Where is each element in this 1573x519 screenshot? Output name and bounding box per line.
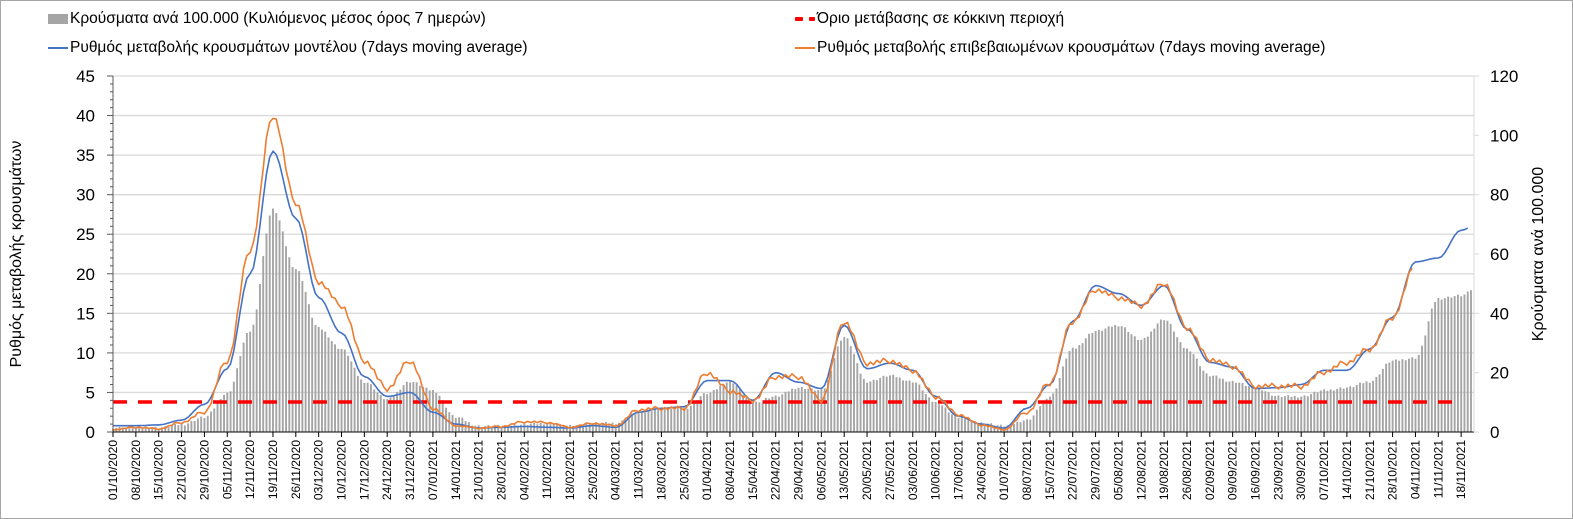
- svg-text:24/06/2021: 24/06/2021: [974, 440, 988, 500]
- svg-text:14/10/2021: 14/10/2021: [1340, 440, 1354, 500]
- svg-text:01/07/2021: 01/07/2021: [997, 440, 1011, 500]
- svg-text:21/10/2021: 21/10/2021: [1363, 440, 1377, 500]
- svg-text:45: 45: [76, 67, 95, 86]
- svg-text:40: 40: [76, 107, 95, 126]
- svg-text:07/01/2021: 07/01/2021: [426, 440, 440, 500]
- line-series: [112, 117, 1469, 432]
- svg-text:26/08/2021: 26/08/2021: [1180, 440, 1194, 500]
- svg-text:100: 100: [1490, 126, 1518, 145]
- svg-text:19/11/2020: 19/11/2020: [266, 440, 280, 499]
- svg-text:10/12/2020: 10/12/2020: [335, 440, 349, 500]
- svg-text:08/07/2021: 08/07/2021: [1020, 440, 1034, 500]
- legend-confirmed: Ρυθμός μεταβολής επιβεβαιωμένων κρουσμάτ…: [795, 39, 1325, 57]
- svg-text:20/05/2021: 20/05/2021: [860, 440, 874, 500]
- svg-text:5: 5: [86, 383, 95, 402]
- svg-text:15/04/2021: 15/04/2021: [746, 440, 760, 500]
- svg-text:03/12/2020: 03/12/2020: [312, 440, 326, 500]
- svg-text:06/05/2021: 06/05/2021: [814, 440, 828, 500]
- y-axis-ticks: 0 5 10 15 20 25 30 35 40 45: [76, 67, 113, 442]
- svg-text:60: 60: [1490, 245, 1509, 264]
- svg-text:30/09/2021: 30/09/2021: [1294, 440, 1308, 500]
- svg-text:22/04/2021: 22/04/2021: [769, 440, 783, 500]
- svg-text:19/08/2021: 19/08/2021: [1157, 440, 1171, 500]
- svg-text:26/11/2020: 26/11/2020: [289, 440, 303, 499]
- svg-text:25/02/2021: 25/02/2021: [586, 440, 600, 500]
- svg-text:07/10/2021: 07/10/2021: [1317, 440, 1331, 500]
- svg-text:15/07/2021: 15/07/2021: [1043, 440, 1057, 500]
- svg-text:11/03/2021: 11/03/2021: [632, 440, 646, 499]
- svg-text:15/10/2020: 15/10/2020: [152, 440, 166, 500]
- svg-text:12/08/2021: 12/08/2021: [1134, 440, 1148, 500]
- legend-model: Ρυθμός μεταβολής κρουσμάτων μοντέλου (7d…: [48, 39, 528, 57]
- svg-text:0: 0: [86, 423, 95, 442]
- svg-text:18/02/2021: 18/02/2021: [563, 440, 577, 500]
- svg-text:0: 0: [1490, 423, 1499, 442]
- svg-text:16/09/2021: 16/09/2021: [1249, 440, 1263, 500]
- svg-text:02/09/2021: 02/09/2021: [1203, 440, 1217, 500]
- svg-text:01/10/2020: 01/10/2020: [106, 440, 120, 500]
- gridlines: [113, 75, 1474, 394]
- svg-text:14/01/2021: 14/01/2021: [449, 440, 463, 500]
- svg-text:10: 10: [76, 344, 95, 363]
- svg-text:120: 120: [1490, 67, 1518, 86]
- y2-axis-ticks: 0 20 40 60 80 100 120: [1474, 67, 1518, 442]
- svg-text:13/05/2021: 13/05/2021: [837, 440, 851, 500]
- svg-text:40: 40: [1490, 304, 1509, 323]
- svg-text:25: 25: [76, 225, 95, 244]
- legend-threshold: Όριο μετάβασης σε κόκκινη περιοχή: [795, 10, 1064, 28]
- svg-text:20: 20: [1490, 364, 1509, 383]
- axes: [112, 76, 1475, 433]
- svg-text:23/09/2021: 23/09/2021: [1271, 440, 1285, 500]
- svg-text:31/12/2020: 31/12/2020: [403, 440, 417, 500]
- svg-text:25/03/2021: 25/03/2021: [677, 440, 691, 500]
- legend-model-label: Ρυθμός μεταβολής κρουσμάτων μοντέλου (7d…: [70, 39, 528, 56]
- svg-text:17/06/2021: 17/06/2021: [951, 440, 965, 500]
- svg-text:22/07/2021: 22/07/2021: [1066, 440, 1080, 500]
- blue-line-swatch-icon: [48, 47, 68, 49]
- svg-text:18/11/2021: 18/11/2021: [1454, 440, 1468, 499]
- legend-bars-label: Κρούσματα ανά 100.000 (Κυλιόμενος μέσος …: [70, 10, 486, 27]
- svg-text:29/04/2021: 29/04/2021: [792, 440, 806, 500]
- svg-text:22/10/2020: 22/10/2020: [175, 440, 189, 500]
- svg-text:15: 15: [76, 304, 95, 323]
- svg-text:29/07/2021: 29/07/2021: [1089, 440, 1103, 500]
- svg-text:04/11/2021: 04/11/2021: [1408, 440, 1422, 499]
- svg-text:05/08/2021: 05/08/2021: [1111, 440, 1125, 500]
- svg-text:10/06/2021: 10/06/2021: [929, 440, 943, 500]
- bar-swatch-icon: [48, 14, 68, 24]
- svg-text:27/05/2021: 27/05/2021: [883, 440, 897, 500]
- svg-text:08/04/2021: 08/04/2021: [723, 440, 737, 500]
- svg-text:35: 35: [76, 146, 95, 165]
- x-axis-ticks: 01/10/2020 08/10/2020 15/10/2020 22/10/2020…: [106, 432, 1468, 500]
- svg-text:05/11/2020: 05/11/2020: [220, 440, 234, 499]
- svg-text:11/02/2021: 11/02/2021: [540, 440, 554, 499]
- svg-text:28/01/2021: 28/01/2021: [494, 440, 508, 500]
- svg-text:24/12/2020: 24/12/2020: [380, 440, 394, 500]
- legend-bars: Κρούσματα ανά 100.000 (Κυλιόμενος μέσος …: [48, 10, 486, 28]
- svg-text:04/02/2021: 04/02/2021: [517, 440, 531, 500]
- bar-series: [112, 208, 1472, 432]
- svg-text:20: 20: [76, 265, 95, 284]
- svg-text:04/03/2021: 04/03/2021: [609, 440, 623, 500]
- red-dash-swatch-icon: [795, 17, 815, 21]
- svg-text:03/06/2021: 03/06/2021: [906, 440, 920, 500]
- svg-text:17/12/2020: 17/12/2020: [357, 440, 371, 500]
- legend-threshold-label: Όριο μετάβασης σε κόκκινη περιοχή: [817, 10, 1065, 27]
- svg-text:09/09/2021: 09/09/2021: [1226, 440, 1240, 500]
- svg-text:21/01/2021: 21/01/2021: [472, 440, 486, 500]
- svg-text:08/10/2020: 08/10/2020: [129, 440, 143, 500]
- legend-confirmed-label: Ρυθμός μεταβολής επιβεβαιωμένων κρουσμάτ…: [817, 39, 1326, 56]
- svg-text:28/10/2021: 28/10/2021: [1386, 440, 1400, 500]
- svg-text:80: 80: [1490, 186, 1509, 205]
- svg-text:12/11/2020: 12/11/2020: [243, 440, 257, 499]
- svg-text:18/03/2021: 18/03/2021: [654, 440, 668, 500]
- svg-text:11/11/2021: 11/11/2021: [1431, 440, 1445, 499]
- svg-text:29/10/2020: 29/10/2020: [197, 440, 211, 500]
- orange-line-swatch-icon: [795, 47, 815, 49]
- svg-text:01/04/2021: 01/04/2021: [700, 440, 714, 500]
- svg-text:30: 30: [76, 186, 95, 205]
